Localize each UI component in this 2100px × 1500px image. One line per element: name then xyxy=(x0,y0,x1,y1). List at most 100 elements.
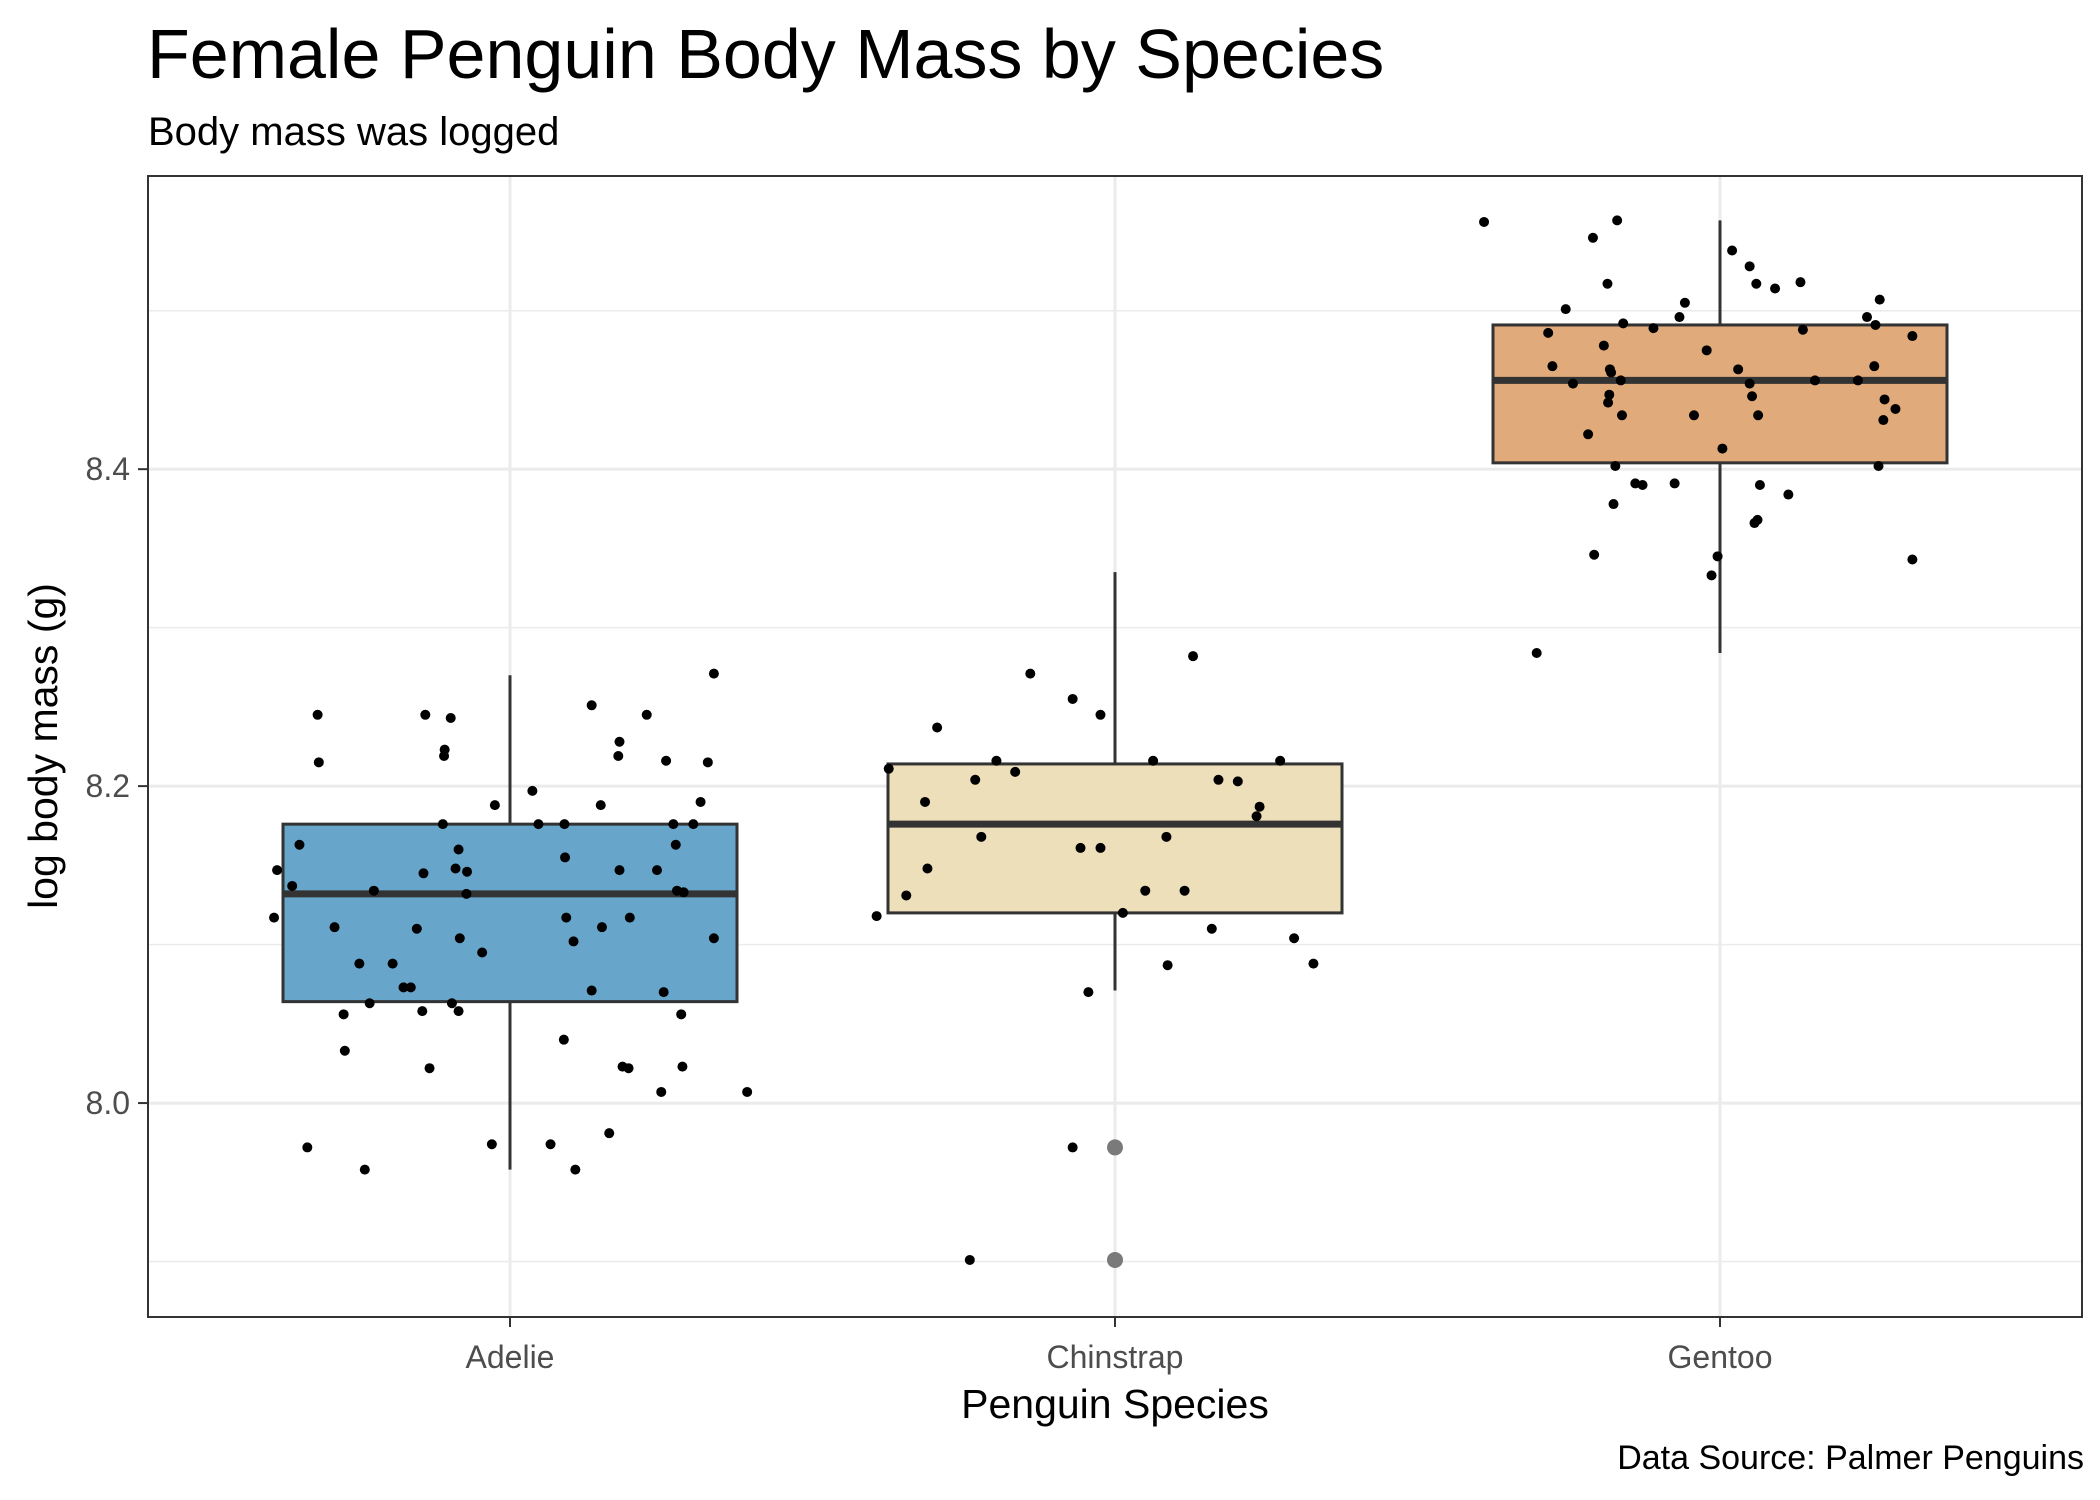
data-point xyxy=(1067,693,1078,704)
data-point xyxy=(1603,397,1614,408)
x-tick-label: Adelie xyxy=(466,1339,555,1375)
data-point xyxy=(1679,297,1690,308)
data-point xyxy=(489,800,500,811)
data-point xyxy=(1795,277,1806,288)
data-point xyxy=(338,1009,349,1020)
data-point xyxy=(1117,907,1128,918)
data-point xyxy=(613,751,624,762)
data-point xyxy=(1308,958,1319,969)
data-point xyxy=(1797,324,1808,335)
data-point xyxy=(1852,375,1863,386)
data-point xyxy=(901,890,912,901)
data-point xyxy=(1870,319,1881,330)
chart-caption: Data Source: Palmer Penguins xyxy=(1617,1439,2084,1477)
data-point xyxy=(287,880,298,891)
data-point xyxy=(1560,304,1571,315)
x-tick-label: Chinstrap xyxy=(1047,1339,1184,1375)
data-point xyxy=(1547,361,1558,372)
data-point xyxy=(920,796,931,807)
data-point xyxy=(604,1128,615,1139)
data-point xyxy=(1206,923,1217,934)
data-point xyxy=(1616,410,1627,421)
data-point xyxy=(486,1139,497,1150)
data-point xyxy=(596,922,607,933)
data-point xyxy=(461,888,472,899)
data-point xyxy=(1783,489,1794,500)
data-point xyxy=(1879,394,1890,405)
data-point xyxy=(1674,312,1685,323)
data-point xyxy=(1688,410,1699,421)
y-tick-label: 8.2 xyxy=(86,768,130,804)
data-point xyxy=(545,1139,556,1150)
data-point xyxy=(1162,960,1173,971)
data-point xyxy=(445,712,456,723)
data-point xyxy=(661,755,672,766)
data-point xyxy=(742,1086,753,1097)
data-point xyxy=(1770,283,1781,294)
data-point xyxy=(1744,261,1755,272)
x-axis-title: Penguin Species xyxy=(961,1381,1269,1427)
data-point xyxy=(641,709,652,720)
data-point xyxy=(1907,331,1918,342)
y-axis-title: log body mass (g) xyxy=(20,583,66,909)
data-point xyxy=(1712,551,1723,562)
boxplots xyxy=(281,220,1949,1268)
data-point xyxy=(1213,774,1224,785)
data-point xyxy=(1637,480,1648,491)
data-point xyxy=(418,868,429,879)
data-point xyxy=(652,865,663,876)
data-point xyxy=(398,982,409,993)
y-tick-label: 8.4 xyxy=(86,451,130,487)
chart-subtitle: Body mass was logged xyxy=(148,110,560,154)
data-point xyxy=(1275,755,1286,766)
data-point xyxy=(964,1254,975,1265)
data-point xyxy=(1809,375,1820,386)
data-point xyxy=(1543,327,1554,338)
data-point xyxy=(883,763,894,774)
data-point xyxy=(1701,345,1712,356)
data-point xyxy=(368,885,379,896)
data-point xyxy=(1618,318,1629,329)
data-point xyxy=(1648,323,1659,334)
data-point xyxy=(1727,245,1738,256)
data-point xyxy=(678,887,689,898)
data-point xyxy=(1010,766,1021,777)
data-point xyxy=(1598,340,1609,351)
data-point xyxy=(1612,215,1623,226)
data-point xyxy=(586,985,597,996)
data-point xyxy=(364,998,375,1009)
data-point xyxy=(586,700,597,711)
data-point xyxy=(313,757,324,768)
data-point xyxy=(1531,648,1542,659)
data-point xyxy=(339,1045,350,1056)
axes: 8.0 8.2 8.4 Adelie Chinstrap Gentoo xyxy=(86,451,1773,1375)
data-point xyxy=(1604,389,1615,400)
data-point xyxy=(1025,668,1036,679)
data-point xyxy=(1095,709,1106,720)
data-point xyxy=(559,819,570,830)
data-point xyxy=(558,1034,569,1045)
data-point xyxy=(568,936,579,947)
data-point xyxy=(1232,776,1243,787)
data-point xyxy=(1733,364,1744,375)
data-point xyxy=(1608,499,1619,510)
data-point xyxy=(439,744,450,755)
data-point xyxy=(1095,842,1106,853)
data-point xyxy=(533,819,544,830)
data-point xyxy=(1251,811,1262,822)
data-point xyxy=(670,839,681,850)
box-chinstrap xyxy=(886,762,1344,915)
data-point xyxy=(688,819,699,830)
data-point xyxy=(1179,885,1190,896)
data-point xyxy=(420,709,431,720)
data-point xyxy=(1587,232,1598,243)
data-point xyxy=(932,722,943,733)
data-point xyxy=(269,912,280,923)
data-point xyxy=(695,796,706,807)
data-point xyxy=(1610,461,1621,472)
data-point xyxy=(453,844,464,855)
data-point xyxy=(462,866,473,877)
data-point xyxy=(1075,842,1086,853)
box-adelie xyxy=(281,822,739,1004)
data-point xyxy=(437,819,448,830)
